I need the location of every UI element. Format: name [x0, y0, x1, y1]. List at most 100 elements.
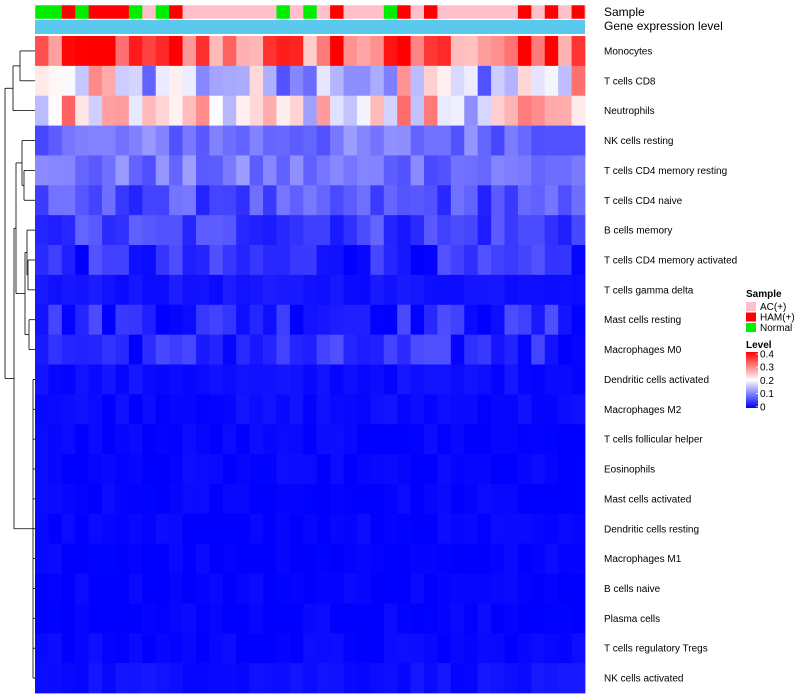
heatmap-cell	[195, 36, 210, 67]
heatmap-cell	[316, 215, 331, 246]
heatmap-cell	[195, 65, 210, 97]
heatmap-cell	[236, 633, 251, 664]
sample-annotation-cell	[155, 5, 170, 19]
legend-label: HAM(+)	[760, 313, 795, 324]
heatmap-cell	[209, 125, 224, 156]
heatmap-cell	[397, 304, 412, 336]
heatmap-cell	[115, 334, 130, 365]
heatmap-cell	[343, 483, 358, 515]
heatmap-cell	[209, 36, 224, 67]
heatmap-cell	[35, 274, 49, 306]
heatmap-cell	[504, 274, 519, 306]
heatmap-cell	[102, 95, 116, 126]
heatmap-cell	[437, 633, 452, 664]
heatmap-cell	[558, 603, 572, 634]
heatmap-cell	[330, 125, 344, 156]
legend-sample-items: AC(+)HAM(+)Normal	[746, 302, 795, 334]
heatmap-cell	[209, 483, 224, 515]
heatmap-cell	[370, 65, 385, 97]
heatmap-cell	[209, 454, 224, 485]
heatmap-cell	[544, 215, 559, 246]
heatmap-cell	[504, 394, 519, 425]
heatmap-cell	[61, 454, 76, 485]
heatmap-cell	[263, 185, 277, 216]
heatmap-cell	[531, 543, 546, 574]
heatmap-cell	[88, 424, 103, 455]
heatmap-cell	[48, 573, 63, 604]
heatmap-cell	[209, 513, 224, 545]
heatmap-cell	[330, 424, 344, 455]
heatmap-cell	[75, 245, 90, 276]
heatmap-cell	[356, 215, 371, 246]
heatmap-cell	[102, 483, 116, 515]
heatmap-cell	[424, 513, 438, 545]
heatmap-cell	[356, 573, 371, 604]
heatmap-cell	[236, 215, 251, 246]
heatmap-cell	[330, 334, 344, 365]
heatmap-cell	[289, 185, 304, 216]
heatmap-cell	[531, 454, 546, 485]
heatmap-cell	[370, 394, 385, 425]
heatmap-cell	[343, 334, 358, 365]
heatmap-cell	[303, 185, 318, 216]
sample-annotation-cell	[464, 5, 479, 19]
heatmap-cell	[142, 36, 157, 67]
heatmap-cell	[356, 245, 371, 276]
heatmap-cell	[383, 424, 398, 455]
sample-annotation-cell	[424, 5, 438, 19]
heatmap-cell	[289, 513, 304, 545]
heatmap-cell	[249, 155, 264, 186]
heatmap-cell	[544, 424, 559, 455]
heatmap-cell	[504, 215, 519, 246]
heatmap-cell	[410, 603, 425, 634]
heatmap-cell	[464, 513, 479, 545]
heatmap-cell	[558, 125, 572, 156]
heatmap-cell	[343, 36, 358, 67]
heatmap-cell	[397, 424, 412, 455]
heatmap-cell	[437, 334, 452, 365]
legend-label: Normal	[760, 323, 792, 334]
heatmap-cell	[450, 274, 465, 306]
heatmap-cell	[356, 274, 371, 306]
heatmap-cell	[370, 95, 385, 126]
heatmap-cell	[263, 603, 277, 634]
heatmap-cell	[450, 334, 465, 365]
row-label: Eosinophils	[604, 465, 655, 476]
heatmap-cell	[263, 573, 277, 604]
heatmap-cell	[182, 215, 197, 246]
heatmap-cell	[370, 663, 385, 694]
heatmap-cell	[115, 633, 130, 664]
heatmap-cell	[169, 125, 183, 156]
legend-tick-label: 0.3	[760, 363, 774, 374]
heatmap-cell	[491, 95, 505, 126]
heatmap-cell	[182, 663, 197, 694]
heatmap-cell	[571, 245, 586, 276]
heatmap-cell	[343, 215, 358, 246]
heatmap-cell	[195, 185, 210, 216]
heatmap-cell	[236, 663, 251, 694]
heatmap-cell	[477, 95, 492, 126]
heatmap-cell	[169, 334, 183, 365]
heatmap-cell	[397, 364, 412, 395]
heatmap-cell	[464, 573, 479, 604]
heatmap-cell	[397, 65, 412, 97]
heatmap-cell	[35, 65, 49, 97]
heatmap-cell	[544, 36, 559, 67]
heatmap-cell	[356, 65, 371, 97]
heatmap-cell	[370, 483, 385, 515]
heatmap-cell	[155, 603, 170, 634]
legend-color-scale	[746, 352, 758, 408]
heatmap-cell	[356, 394, 371, 425]
heatmap-cell	[115, 663, 130, 694]
heatmap-cell	[222, 663, 237, 694]
heatmap-cell	[249, 663, 264, 694]
sample-annotation-cell	[195, 5, 210, 19]
heatmap-cell	[477, 215, 492, 246]
heatmap-cell	[155, 245, 170, 276]
heatmap-cell	[276, 424, 291, 455]
heatmap-cell	[410, 65, 425, 97]
heatmap-cell	[504, 36, 519, 67]
heatmap-cell	[571, 573, 586, 604]
heatmap-cell	[450, 364, 465, 395]
heatmap-cell	[142, 424, 157, 455]
